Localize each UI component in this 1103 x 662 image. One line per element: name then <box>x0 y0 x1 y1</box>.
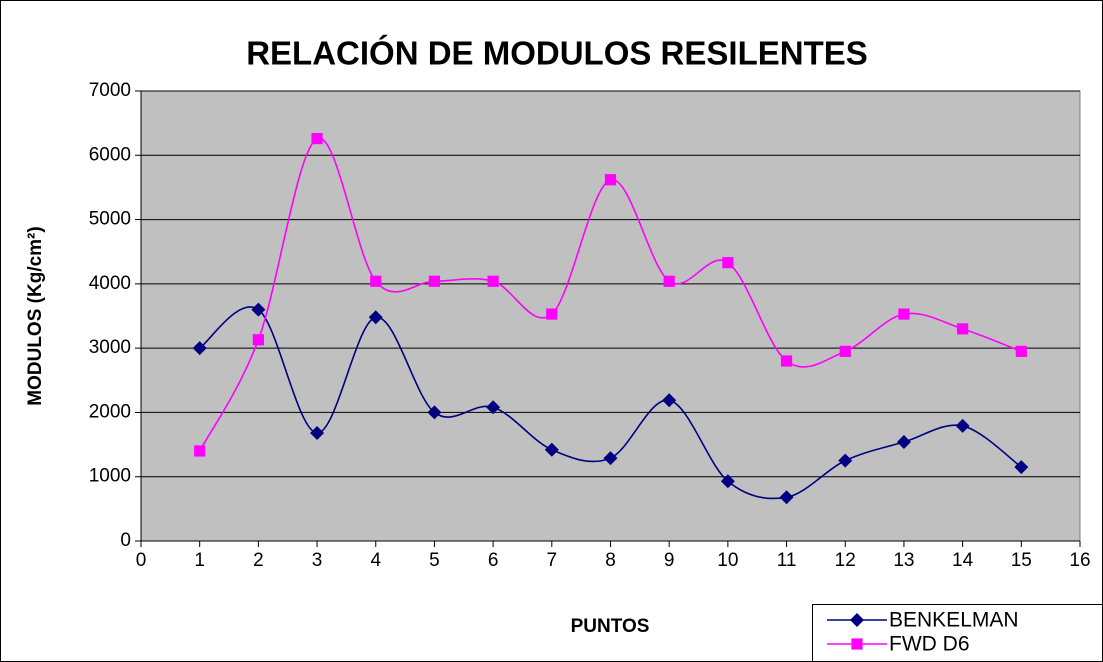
legend-box <box>812 604 1103 662</box>
plot-area <box>140 90 1081 542</box>
x-tick-label: 0 <box>136 550 147 571</box>
marker <box>428 275 441 287</box>
marker <box>486 400 501 415</box>
marker <box>779 490 794 505</box>
y-axis-title: MODULOS (Kg/cm²) <box>25 226 46 405</box>
y-tick-label: 4000 <box>89 273 131 294</box>
marker <box>839 345 851 357</box>
marker <box>194 445 206 457</box>
x-tick-label: 7 <box>547 550 558 571</box>
marker <box>544 442 559 457</box>
marker <box>957 323 969 335</box>
x-tick-label: 14 <box>952 550 974 571</box>
y-tick-label: 6000 <box>89 144 131 165</box>
x-tick-label: 2 <box>253 550 264 571</box>
y-tick-label: 2000 <box>89 401 131 422</box>
marker <box>780 355 793 367</box>
legend-label: FWD D6 <box>889 633 970 656</box>
marker <box>311 132 323 145</box>
marker <box>604 174 617 186</box>
y-tick-label: 1000 <box>89 466 131 487</box>
marker <box>850 613 864 627</box>
y-tick-label: 0 <box>120 530 131 551</box>
x-tick-label: 15 <box>1011 550 1032 571</box>
x-axis-title: PUNTOS <box>571 616 650 637</box>
marker <box>1014 460 1029 475</box>
marker <box>898 308 910 320</box>
x-tick-label: 16 <box>1069 550 1090 571</box>
marker <box>722 257 734 269</box>
x-tick-label: 1 <box>194 550 205 571</box>
marker <box>368 310 383 325</box>
marker <box>192 341 207 356</box>
marker <box>251 302 266 317</box>
x-tick-label: 13 <box>893 550 914 571</box>
marker <box>955 418 970 433</box>
legend-label: BENKELMAN <box>889 609 1019 632</box>
x-tick-label: 11 <box>777 550 797 571</box>
marker <box>546 308 558 320</box>
marker <box>663 275 675 287</box>
marker <box>310 426 325 440</box>
marker <box>370 275 382 287</box>
marker <box>252 334 264 346</box>
marker <box>1015 345 1027 357</box>
y-tick-label: 5000 <box>89 209 131 230</box>
y-tick-label: 7000 <box>89 80 131 101</box>
marker <box>427 405 442 420</box>
x-tick-label: 12 <box>835 550 856 571</box>
x-tick-label: 4 <box>370 550 381 571</box>
chart-title: RELACIÓN DE MODULOS RESILENTES <box>246 35 868 72</box>
marker <box>838 453 853 468</box>
marker <box>662 393 677 408</box>
marker <box>896 435 911 449</box>
x-tick-label: 6 <box>488 550 499 571</box>
y-tick-label: 3000 <box>89 337 131 358</box>
x-tick-label: 10 <box>717 550 738 571</box>
x-tick-label: 8 <box>605 550 616 571</box>
marker <box>851 638 863 650</box>
marker <box>487 275 499 287</box>
marker <box>720 474 735 489</box>
marker <box>603 451 618 466</box>
x-tick-label: 5 <box>429 550 440 571</box>
x-tick-label: 3 <box>312 550 323 571</box>
x-tick-label: 9 <box>664 550 675 571</box>
